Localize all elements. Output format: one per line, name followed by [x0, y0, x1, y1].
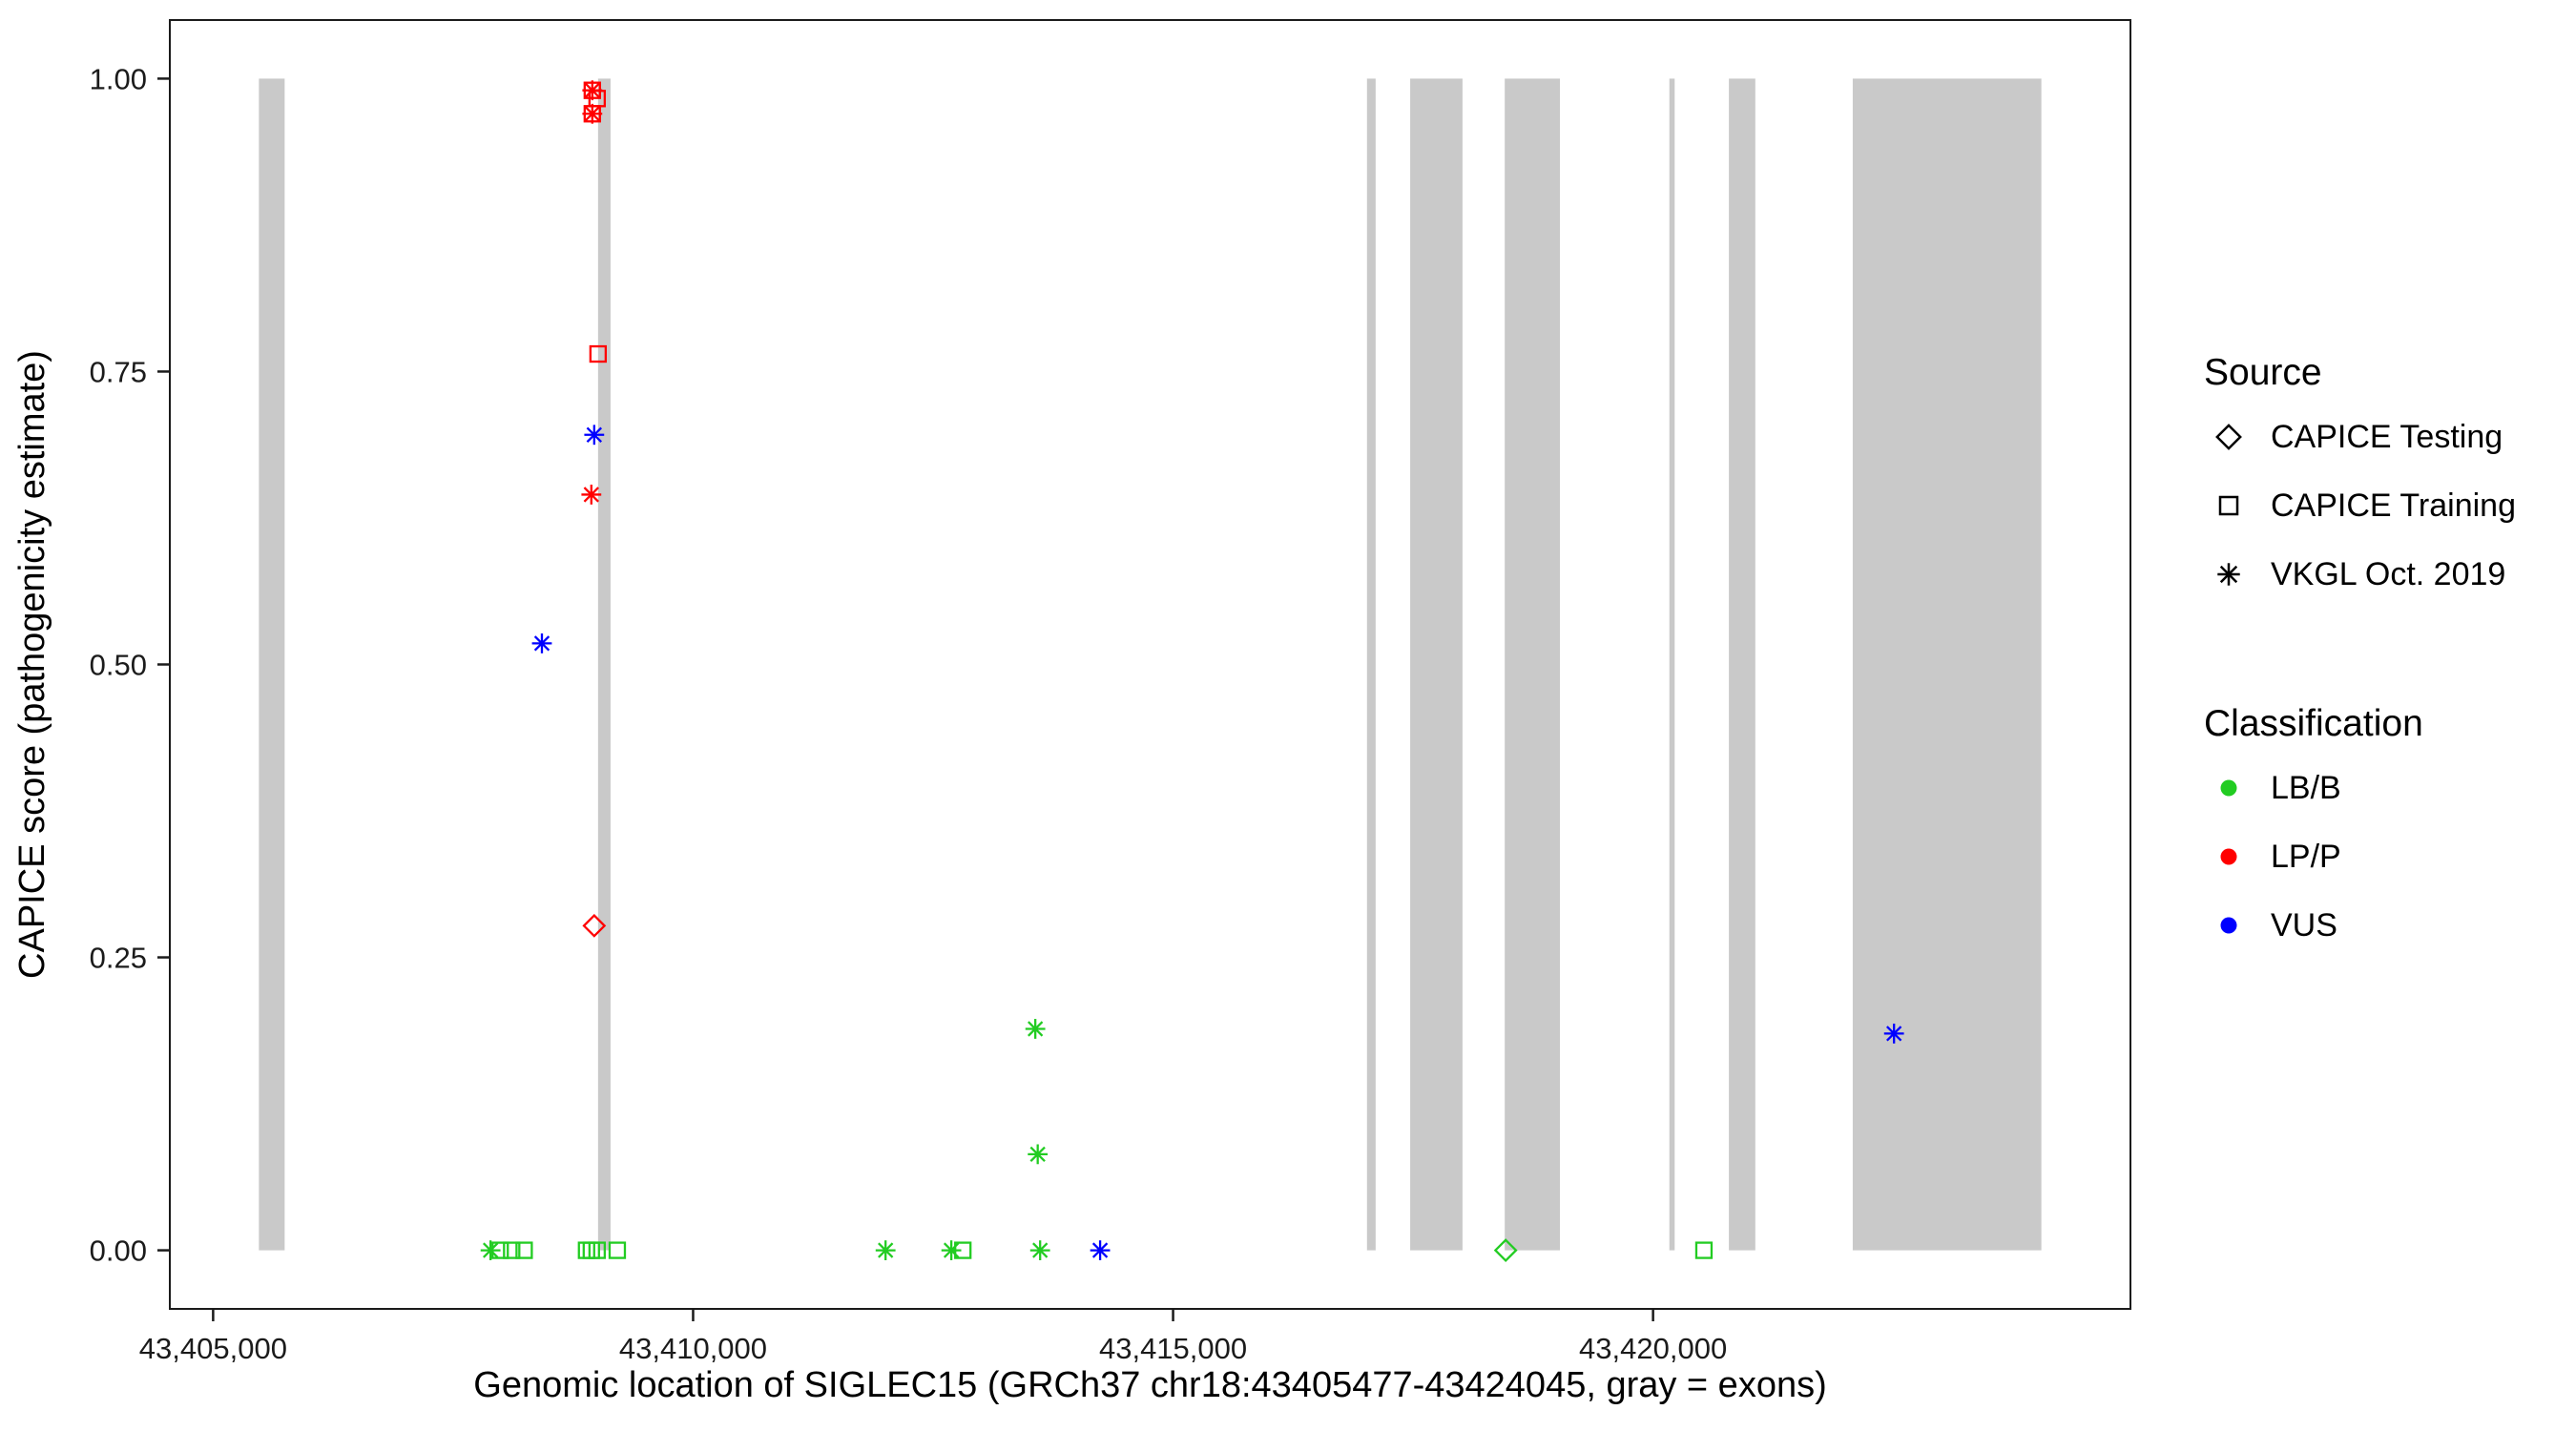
y-axis-title: CAPICE score (pathogenicity estimate) [12, 350, 52, 979]
legend-title: Classification [2204, 703, 2423, 744]
legend-item-label: LB/B [2271, 770, 2341, 806]
data-point [480, 1240, 501, 1260]
square-icon [2218, 495, 2239, 516]
x-tick-label: 43,415,000 [1099, 1332, 1247, 1365]
legend-item-label: CAPICE Training [2271, 487, 2516, 524]
data-point [531, 633, 552, 653]
data-point [608, 1241, 627, 1259]
legend-item-label: VUS [2271, 907, 2337, 944]
exon-band [259, 78, 285, 1251]
data-point [589, 344, 608, 363]
x-axis-title: Genomic location of SIGLEC15 (GRCh37 chr… [473, 1365, 1826, 1405]
data-point [875, 1240, 896, 1260]
y-tick-label: 0.75 [90, 355, 147, 388]
exon-band [1669, 78, 1675, 1251]
y-tick-label: 0.50 [90, 648, 147, 681]
data-point [582, 103, 603, 124]
exon-band [597, 78, 611, 1251]
legend-item-label: VKGL Oct. 2019 [2271, 556, 2505, 592]
data-point [577, 1241, 595, 1259]
data-point [581, 485, 602, 505]
y-tick-label: 0.25 [90, 941, 147, 974]
data-point [1493, 1238, 1518, 1263]
data-point [491, 1241, 509, 1259]
x-tick-label: 43,420,000 [1579, 1332, 1727, 1365]
data-point [1090, 1240, 1111, 1260]
data-point [1029, 1240, 1050, 1260]
x-tick-label: 43,405,000 [139, 1332, 287, 1365]
y-tick-label: 1.00 [90, 62, 147, 95]
legend-classification: Classification LB/B LP/P VUS [2204, 703, 2423, 944]
x-tick-label: 43,410,000 [619, 1332, 767, 1365]
data-point [1694, 1241, 1714, 1259]
data-point [582, 913, 607, 938]
exon-band [1366, 78, 1376, 1251]
y-tick-label: 0.00 [90, 1234, 147, 1267]
data-point [954, 1241, 972, 1259]
legend-source: Source CAPICE Testing CAPICE Training VKGL … [2204, 352, 2516, 592]
legend-item-label: CAPICE Testing [2271, 419, 2503, 455]
asterisk-icon [2217, 563, 2240, 586]
legend-title: Source [2204, 352, 2322, 393]
data-point [1883, 1023, 1904, 1044]
legend-item-label: LP/P [2271, 839, 2341, 875]
circle-icon [2220, 779, 2237, 797]
data-point [1028, 1144, 1049, 1165]
circle-icon [2220, 848, 2237, 865]
data-point [582, 1241, 600, 1259]
exon-band [1729, 78, 1755, 1251]
plot-panel-border [169, 19, 2131, 1310]
diamond-icon [2215, 424, 2242, 450]
data-point [584, 425, 605, 446]
data-point [503, 1241, 521, 1259]
exon-band [1505, 78, 1561, 1251]
data-point [582, 80, 603, 101]
data-point [515, 1241, 533, 1259]
exon-band [1852, 78, 2042, 1251]
exon-band [1410, 78, 1463, 1251]
data-point [1025, 1019, 1046, 1039]
data-point [588, 1241, 606, 1259]
circle-icon [2220, 917, 2237, 934]
